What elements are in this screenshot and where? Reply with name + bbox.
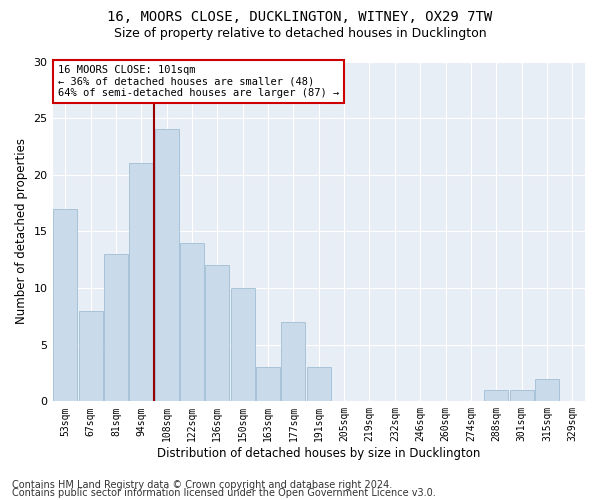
Y-axis label: Number of detached properties: Number of detached properties	[15, 138, 28, 324]
Text: Contains public sector information licensed under the Open Government Licence v3: Contains public sector information licen…	[12, 488, 436, 498]
Bar	[104, 254, 128, 402]
Bar	[281, 322, 305, 402]
Bar	[79, 310, 103, 402]
Bar	[180, 242, 204, 402]
Text: 16 MOORS CLOSE: 101sqm
← 36% of detached houses are smaller (48)
64% of semi-det: 16 MOORS CLOSE: 101sqm ← 36% of detached…	[58, 65, 339, 98]
Text: Size of property relative to detached houses in Ducklington: Size of property relative to detached ho…	[113, 28, 487, 40]
Bar	[230, 288, 255, 402]
X-axis label: Distribution of detached houses by size in Ducklington: Distribution of detached houses by size …	[157, 447, 481, 460]
Bar	[129, 164, 154, 402]
Bar	[205, 266, 229, 402]
Text: 16, MOORS CLOSE, DUCKLINGTON, WITNEY, OX29 7TW: 16, MOORS CLOSE, DUCKLINGTON, WITNEY, OX…	[107, 10, 493, 24]
Bar	[256, 368, 280, 402]
Bar	[307, 368, 331, 402]
Bar	[484, 390, 508, 402]
Text: Contains HM Land Registry data © Crown copyright and database right 2024.: Contains HM Land Registry data © Crown c…	[12, 480, 392, 490]
Bar	[509, 390, 533, 402]
Bar	[53, 209, 77, 402]
Bar	[155, 130, 179, 402]
Bar	[535, 378, 559, 402]
